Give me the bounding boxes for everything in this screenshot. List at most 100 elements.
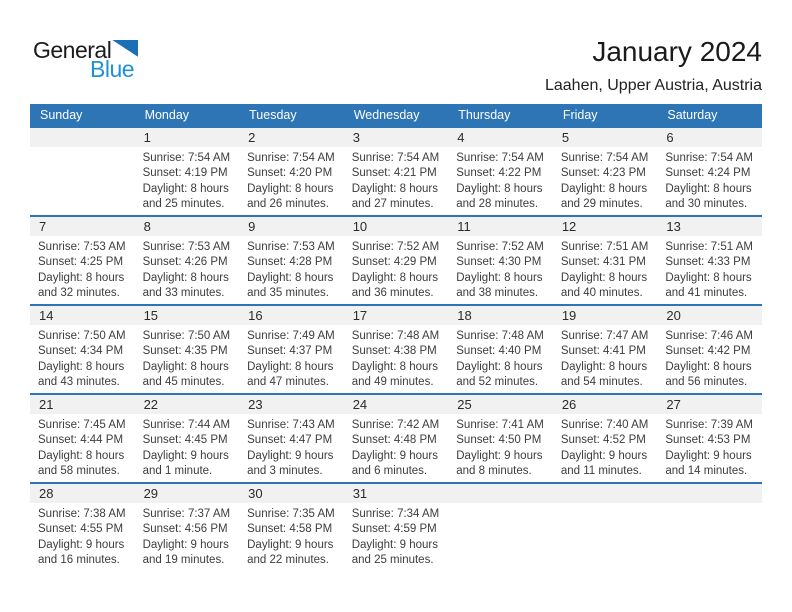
- day-number: 14: [39, 308, 54, 323]
- sunrise-text: Sunrise: 7:45 AM: [38, 419, 126, 431]
- day-number-band: 9: [239, 218, 344, 236]
- day-number-band: [657, 485, 762, 503]
- sunrise-text: Sunrise: 7:50 AM: [142, 330, 231, 342]
- sunrise-text: Sunrise: 7:40 AM: [560, 419, 649, 431]
- day-cell: 15 Sunrise: 7:50 AM Sunset: 4:35 PM Dayligh…: [134, 304, 240, 394]
- daylight-text-line2: and 27 minutes.: [351, 198, 434, 211]
- sunset-text: Sunset: 4:29 PM: [351, 256, 437, 269]
- week-row: 28 Sunrise: 7:38 AM Sunset: 4:55 PM Dayligh…: [30, 482, 762, 571]
- sunset-text: Sunset: 4:21 PM: [351, 167, 437, 180]
- daylight-text-line2: and 22 minutes.: [247, 554, 329, 567]
- sunset-text: Sunset: 4:44 PM: [38, 434, 124, 447]
- daylight-text-line2: and 16 minutes.: [38, 554, 120, 567]
- day-cell: 26 Sunrise: 7:40 AM Sunset: 4:52 PM Dayligh…: [552, 393, 658, 483]
- day-number: 16: [248, 308, 263, 323]
- sunrise-text: Sunrise: 7:54 AM: [456, 152, 544, 164]
- week-row: 7 Sunrise: 7:53 AM Sunset: 4:25 PM Daylight…: [30, 215, 762, 305]
- weekday-header-wednesday: Wednesday: [343, 104, 449, 127]
- location-subtitle: Laahen, Upper Austria, Austria: [544, 77, 762, 94]
- daylight-text-line2: and 1 minute.: [142, 465, 213, 478]
- day-info: Sunrise: 7:54 AM Sunset: 4:21 PM Daylight:…: [344, 147, 449, 213]
- sunset-text: Sunset: 4:45 PM: [142, 434, 228, 447]
- daylight-text-line1: Daylight: 8 hours: [142, 271, 229, 284]
- day-info: Sunrise: 7:34 AM Sunset: 4:59 PM Daylight:…: [344, 503, 449, 569]
- day-cell: 7 Sunrise: 7:53 AM Sunset: 4:25 PM Daylight…: [30, 215, 135, 305]
- daylight-text-line2: and 56 minutes.: [665, 376, 748, 389]
- day-info: Sunrise: 7:54 AM Sunset: 4:24 PM Daylight:…: [657, 147, 762, 213]
- weekday-header-monday: Monday: [134, 104, 240, 127]
- weekday-header-sunday: Sunday: [30, 104, 135, 127]
- daylight-text-line2: and 19 minutes.: [142, 554, 225, 567]
- sunset-text: Sunset: 4:38 PM: [351, 345, 437, 358]
- day-cell: 5 Sunrise: 7:54 AM Sunset: 4:23 PM Daylight…: [552, 126, 658, 216]
- sunrise-text: Sunrise: 7:51 AM: [665, 241, 753, 253]
- sunrise-text: Sunrise: 7:48 AM: [351, 330, 440, 342]
- daylight-text-line1: Daylight: 8 hours: [665, 271, 752, 284]
- day-number: 6: [666, 130, 674, 145]
- day-number-band: 24: [343, 396, 449, 414]
- day-number: 4: [457, 130, 465, 145]
- sunset-text: Sunset: 4:35 PM: [142, 345, 228, 358]
- weekday-header-saturday: Saturday: [657, 104, 762, 127]
- sunset-text: Sunset: 4:48 PM: [351, 434, 437, 447]
- daylight-text-line2: and 29 minutes.: [560, 198, 643, 211]
- day-cell: 6 Sunrise: 7:54 AM Sunset: 4:24 PM Daylight…: [657, 126, 762, 216]
- day-number-band: 22: [134, 396, 240, 414]
- day-cell: 25 Sunrise: 7:41 AM Sunset: 4:50 PM Dayligh…: [448, 393, 553, 483]
- day-number: 26: [561, 397, 577, 412]
- day-info: Sunrise: 7:39 AM Sunset: 4:53 PM Daylight:…: [657, 414, 762, 480]
- daylight-text-line2: and 47 minutes.: [247, 376, 329, 389]
- day-cell: [448, 482, 553, 571]
- day-info: Sunrise: 7:43 AM Sunset: 4:47 PM Daylight:…: [239, 414, 344, 480]
- sunset-text: Sunset: 4:19 PM: [142, 167, 228, 180]
- daylight-text-line1: Daylight: 8 hours: [142, 182, 229, 195]
- sunset-text: Sunset: 4:24 PM: [665, 167, 751, 180]
- sunrise-text: Sunrise: 7:43 AM: [247, 419, 335, 431]
- day-cell: 9 Sunrise: 7:53 AM Sunset: 4:28 PM Daylight…: [239, 215, 344, 305]
- day-number-band: 6: [657, 129, 762, 147]
- day-number-band: 2: [239, 129, 344, 147]
- day-number: 25: [457, 397, 472, 412]
- daylight-text-line1: Daylight: 8 hours: [247, 360, 334, 373]
- day-cell: 8 Sunrise: 7:53 AM Sunset: 4:26 PM Daylight…: [134, 215, 240, 305]
- day-number-band: 23: [239, 396, 344, 414]
- day-info: Sunrise: 7:44 AM Sunset: 4:45 PM Daylight:…: [135, 414, 240, 480]
- day-info: Sunrise: 7:52 AM Sunset: 4:30 PM Daylight:…: [448, 236, 553, 302]
- sunrise-text: Sunrise: 7:34 AM: [351, 508, 440, 520]
- sunset-text: Sunset: 4:56 PM: [142, 523, 228, 536]
- sunset-text: Sunset: 4:40 PM: [456, 345, 542, 358]
- day-cell: 12 Sunrise: 7:51 AM Sunset: 4:31 PM Dayligh…: [552, 215, 658, 305]
- weekday-header-friday: Friday: [552, 104, 658, 127]
- sunset-text: Sunset: 4:50 PM: [456, 434, 542, 447]
- day-number-band: 5: [552, 129, 658, 147]
- day-info: Sunrise: 7:53 AM Sunset: 4:26 PM Daylight:…: [135, 236, 240, 302]
- daylight-text-line1: Daylight: 9 hours: [665, 449, 752, 462]
- sunrise-text: Sunrise: 7:54 AM: [560, 152, 649, 164]
- day-number-band: 21: [30, 396, 135, 414]
- day-number-band: [30, 129, 135, 147]
- day-cell: 24 Sunrise: 7:42 AM Sunset: 4:48 PM Dayligh…: [343, 393, 449, 483]
- weekday-header-row: Sunday Monday Tuesday Wednesday Thursday…: [30, 104, 762, 127]
- daylight-text-line1: Daylight: 9 hours: [247, 538, 334, 551]
- sunset-text: Sunset: 4:30 PM: [456, 256, 542, 269]
- sunset-text: Sunset: 4:37 PM: [247, 345, 333, 358]
- day-info: Sunrise: 7:46 AM Sunset: 4:42 PM Daylight:…: [657, 325, 762, 391]
- daylight-text-line1: Daylight: 9 hours: [351, 538, 438, 551]
- logo-triangle-icon: [112, 40, 139, 57]
- sunset-text: Sunset: 4:34 PM: [38, 345, 124, 358]
- day-number-band: 12: [552, 218, 658, 236]
- sunrise-text: Sunrise: 7:41 AM: [456, 419, 544, 431]
- daylight-text-line2: and 49 minutes.: [351, 376, 434, 389]
- day-number: 12: [561, 219, 577, 234]
- daylight-text-line1: Daylight: 8 hours: [247, 271, 334, 284]
- day-info: Sunrise: 7:51 AM Sunset: 4:31 PM Daylight:…: [553, 236, 658, 302]
- sunrise-text: Sunrise: 7:52 AM: [456, 241, 544, 253]
- day-info: Sunrise: 7:54 AM Sunset: 4:19 PM Daylight:…: [135, 147, 240, 213]
- sunset-text: Sunset: 4:33 PM: [665, 256, 751, 269]
- day-cell: 10 Sunrise: 7:52 AM Sunset: 4:29 PM Dayligh…: [343, 215, 449, 305]
- day-number: 19: [561, 308, 577, 323]
- day-number: 28: [39, 486, 54, 501]
- day-number: 17: [352, 308, 368, 323]
- sunrise-text: Sunrise: 7:54 AM: [142, 152, 231, 164]
